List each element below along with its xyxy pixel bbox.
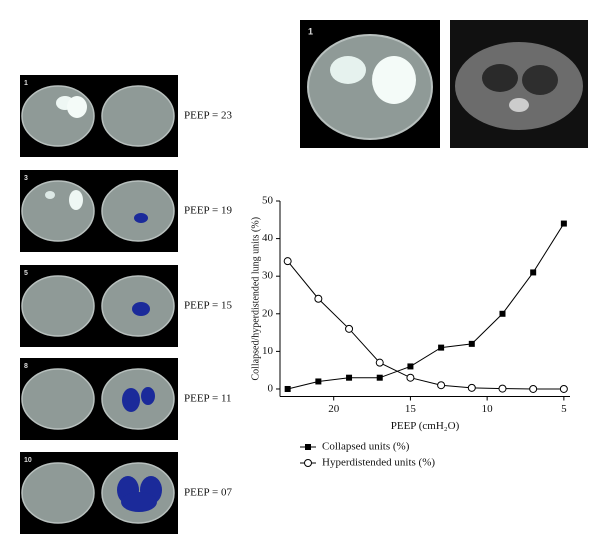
lung-blob <box>121 492 157 512</box>
panel-index: 3 <box>24 175 28 182</box>
lung-blob <box>330 56 366 84</box>
point <box>467 383 476 392</box>
ct-lung <box>482 64 518 92</box>
point <box>529 384 538 393</box>
x-tick-label: 5 <box>561 403 567 415</box>
lung-outline <box>21 275 95 337</box>
point <box>559 384 568 393</box>
point <box>407 363 414 370</box>
lung-blob <box>67 96 87 118</box>
panel-index: 5 <box>24 270 28 277</box>
ct-lung <box>522 65 558 95</box>
point <box>376 374 383 381</box>
legend-marker <box>305 444 311 450</box>
lung-outline <box>101 180 175 242</box>
y-axis-label: Collapsed/hyperdistended lung units (%) <box>250 217 261 381</box>
lung-blob <box>134 213 148 223</box>
point <box>315 378 322 385</box>
panel-label: PEEP = 11 <box>184 393 232 405</box>
x-tick-label: 15 <box>405 403 417 415</box>
point <box>406 373 415 382</box>
series-line <box>287 223 565 390</box>
ct-spine <box>509 98 529 112</box>
y-tick-label: 40 <box>262 232 274 244</box>
y-tick-label: 0 <box>268 383 274 395</box>
panel-label: PEEP = 07 <box>184 487 232 499</box>
legend-label: Hyperdistended units (%) <box>322 457 435 469</box>
point <box>345 324 354 333</box>
panel-index: 8 <box>24 363 28 370</box>
panel-index: 10 <box>24 457 32 464</box>
series-line <box>287 260 564 390</box>
lung-outline <box>101 85 175 147</box>
point <box>499 310 506 317</box>
y-tick-label: 20 <box>262 307 274 319</box>
x-tick-label: 10 <box>482 403 494 415</box>
lung-outline <box>21 368 95 430</box>
lung-outline <box>21 180 95 242</box>
lung-blob <box>69 190 83 210</box>
lung-outline <box>21 462 95 524</box>
panel-label: PEEP = 23 <box>184 110 232 122</box>
point <box>530 269 537 276</box>
lung-outline <box>21 85 95 147</box>
lung-blob <box>132 302 150 316</box>
y-tick-label: 10 <box>262 345 274 357</box>
point <box>560 220 567 227</box>
x-axis-label: PEEP (cmH₂O) <box>391 420 460 432</box>
point <box>346 374 353 381</box>
image-index: 1 <box>308 26 313 36</box>
x-tick-label: 20 <box>328 403 340 415</box>
point <box>375 358 384 367</box>
legend-marker <box>304 459 312 467</box>
lung-blob <box>372 56 416 104</box>
point <box>437 381 446 390</box>
point <box>314 294 323 303</box>
lung-blob <box>45 191 55 199</box>
panel-label: PEEP = 19 <box>184 205 232 217</box>
lung-blob <box>122 388 140 412</box>
legend-label: Collapsed units (%) <box>322 441 410 453</box>
lung-blob <box>141 387 155 405</box>
panel-index: 1 <box>24 80 28 87</box>
point <box>438 344 445 351</box>
point <box>283 257 292 266</box>
y-tick-label: 30 <box>262 270 274 282</box>
point <box>284 385 291 392</box>
ct-body <box>455 42 583 130</box>
point <box>498 384 507 393</box>
y-tick-label: 50 <box>262 195 274 207</box>
point <box>468 340 475 347</box>
panel-label: PEEP = 15 <box>184 300 232 312</box>
